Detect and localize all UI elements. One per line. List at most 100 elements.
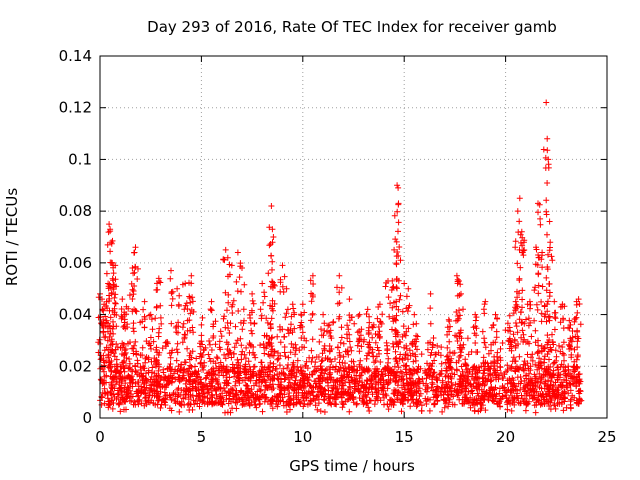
data-point [427, 352, 434, 359]
data-point [234, 337, 241, 344]
data-point [237, 389, 244, 396]
data-point [451, 371, 458, 378]
data-point [121, 322, 128, 329]
data-point [399, 356, 406, 363]
data-point [269, 278, 275, 285]
data-point [563, 404, 570, 411]
data-point [446, 328, 453, 335]
data-point [258, 359, 265, 366]
data-point [187, 310, 194, 317]
data-point [277, 276, 284, 283]
data-point [285, 354, 292, 361]
data-point [223, 367, 230, 374]
data-point [121, 341, 127, 348]
data-point [456, 312, 463, 319]
data-point [300, 377, 307, 383]
data-point [277, 352, 284, 359]
data-point [490, 339, 497, 346]
data-point [178, 361, 184, 368]
data-point [533, 301, 540, 308]
data-point [513, 301, 520, 308]
data-point [529, 357, 536, 364]
data-point [497, 354, 504, 361]
data-point [113, 395, 120, 402]
data-point [573, 356, 580, 363]
data-point [328, 384, 335, 391]
data-point [545, 251, 551, 258]
data-point [107, 390, 114, 396]
data-point [148, 358, 155, 365]
data-point [390, 390, 397, 397]
data-point-peak [188, 272, 195, 279]
data-point [111, 311, 118, 318]
data-point [176, 378, 183, 385]
data-point [205, 369, 212, 376]
data-point [458, 335, 465, 342]
data-point [536, 370, 543, 377]
data-point [385, 294, 392, 301]
data-point [531, 287, 538, 294]
data-point [99, 366, 106, 372]
data-point [423, 388, 430, 395]
data-point-peak [107, 226, 114, 233]
data-point [532, 361, 539, 368]
data-point [262, 394, 269, 401]
data-point [538, 343, 545, 350]
data-point-peak [533, 244, 539, 251]
data-point [261, 289, 268, 296]
data-point-peak [186, 293, 193, 300]
data-point [249, 309, 255, 316]
data-point [284, 384, 291, 391]
data-point [433, 374, 440, 381]
data-point [318, 332, 325, 339]
data-point [517, 264, 524, 271]
data-point [543, 318, 550, 325]
data-point [124, 384, 131, 390]
data-point-peak [234, 249, 241, 256]
data-point [541, 302, 548, 309]
data-point [253, 380, 260, 386]
data-point [523, 316, 529, 323]
data-point [206, 338, 213, 344]
data-point [239, 326, 246, 333]
data-point [456, 307, 463, 314]
data-point [234, 399, 241, 406]
data-point [527, 301, 534, 308]
data-point [552, 386, 559, 393]
data-point [577, 387, 584, 394]
data-point [226, 390, 233, 396]
data-point [109, 341, 116, 347]
data-point [274, 333, 281, 340]
data-point [512, 244, 519, 251]
data-point [209, 394, 216, 401]
data-point [538, 298, 545, 305]
data-point [107, 248, 114, 255]
data-point [505, 397, 512, 404]
data-point [157, 314, 164, 321]
data-point [238, 342, 245, 349]
data-point [408, 396, 415, 403]
data-point [429, 344, 436, 351]
data-point-peak [228, 262, 235, 269]
data-point [210, 358, 217, 365]
data-point [552, 379, 559, 386]
data-point [379, 311, 386, 318]
data-point [131, 249, 137, 256]
data-point [120, 359, 127, 366]
data-point [534, 379, 541, 386]
data-point [509, 375, 516, 382]
data-point [573, 314, 580, 321]
data-point [511, 358, 518, 365]
data-point [338, 377, 344, 384]
data-point [174, 386, 181, 393]
data-point [257, 306, 264, 313]
data-point [175, 319, 182, 326]
data-point [277, 375, 284, 382]
data-point [462, 396, 469, 403]
data-point [300, 385, 307, 391]
data-point [249, 297, 256, 304]
data-point [120, 365, 127, 372]
data-point [473, 383, 480, 390]
data-point [519, 296, 526, 303]
data-point [210, 321, 217, 328]
